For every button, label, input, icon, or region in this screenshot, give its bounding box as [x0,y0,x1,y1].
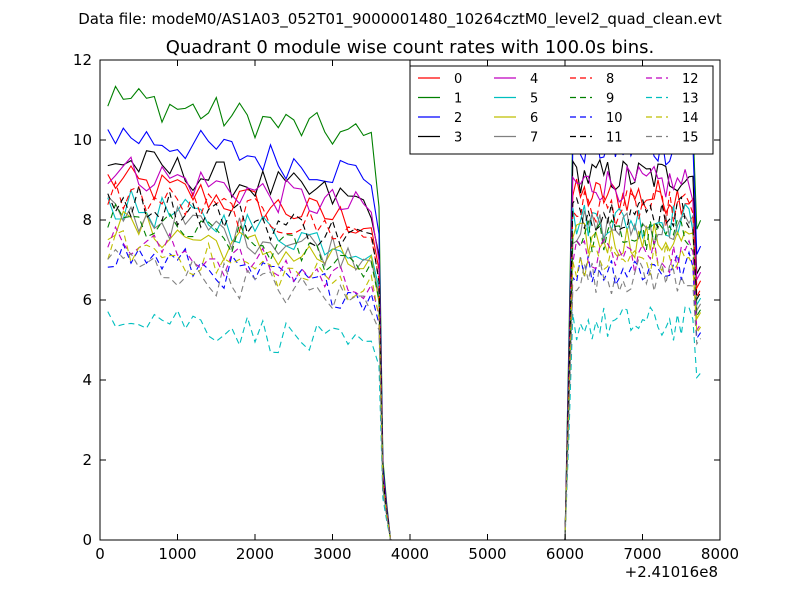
legend-label-15: 15 [682,131,699,146]
axis-ticks-group: 0 1000 2000 3000 4000 5000 6000 7000 80000246810… [73,51,739,563]
legend-label-6: 6 [530,111,538,126]
series-line-14 [107,230,702,541]
y-tick-label: 4 [82,371,92,389]
x-tick-label: 3000 [313,545,351,563]
legend-label-0: 0 [454,72,462,87]
x-tick-label: 6000 [546,545,584,563]
y-tick-label: 0 [82,531,92,549]
x-tick-label: 7000 [623,545,661,563]
legend-label-5: 5 [530,92,538,107]
x-tick-label: 2000 [236,545,274,563]
y-tick-label: 6 [82,291,92,309]
y-tick-label: 8 [82,211,92,229]
y-tick-label: 10 [73,131,92,149]
x-tick-label: 1000 [158,545,196,563]
series-line-13 [107,305,702,541]
legend-label-9: 9 [606,92,614,107]
legend-label-7: 7 [530,131,538,146]
y-tick-label: 12 [73,51,92,69]
x-tick-label: 5000 [468,545,506,563]
legend-label-10: 10 [606,111,623,126]
legend-label-12: 12 [682,72,699,87]
series-line-11 [107,185,702,541]
legend-box [409,65,714,155]
y-tick-label: 2 [82,451,92,469]
x-offset-label: +2.41016e8 [625,563,718,581]
series-line-15 [107,248,702,541]
legend-label-11: 11 [606,131,623,146]
series-line-3 [107,150,702,541]
series-line-5 [107,188,702,541]
x-tick-label: 0 [95,545,105,563]
legend-label-8: 8 [606,72,614,87]
legend-label-2: 2 [454,111,462,126]
series-line-12 [107,225,702,541]
series-line-10 [107,242,702,541]
x-tick-label: 4000 [391,545,429,563]
legend-label-13: 13 [682,92,699,107]
legend-label-3: 3 [454,131,462,146]
x-tick-label: 8000 [701,545,739,563]
series-line-2 [107,127,702,541]
series-line-8 [107,180,702,541]
chart-suptitle: Data file: modeM0/AS1A03_052T01_90000014… [78,10,722,29]
legend-label-4: 4 [530,72,538,87]
legend-label-14: 14 [682,111,699,126]
series-line-0 [107,164,702,541]
series-line-9 [107,203,702,541]
chart-title: Quadrant 0 module wise count rates with … [166,37,655,58]
legend-label-1: 1 [454,92,462,107]
